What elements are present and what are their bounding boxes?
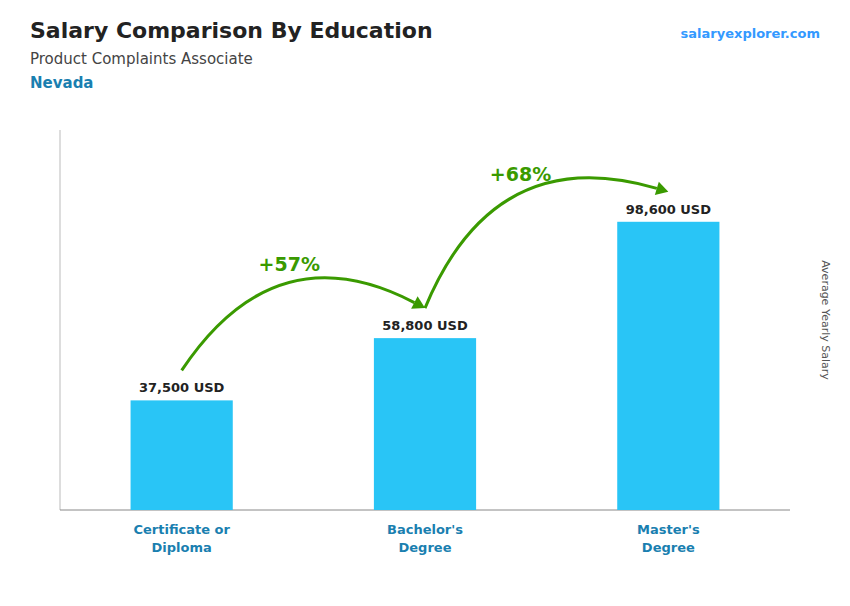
x-tick-label-line: Degree	[399, 540, 452, 555]
location: Nevada	[30, 74, 94, 92]
chart: Salary Comparison By Education Product Co…	[0, 0, 850, 606]
subtitle: Product Complaints Associate	[30, 50, 253, 68]
y-axis-label: Average Yearly Salary	[819, 260, 832, 380]
y-axis-line	[60, 130, 61, 510]
bar	[131, 400, 233, 510]
data-label: 58,800 USD	[382, 318, 468, 333]
change-arrow	[425, 178, 657, 308]
data-label: 98,600 USD	[626, 202, 712, 217]
annotation: +57%	[259, 253, 320, 275]
x-tick-label-line: Degree	[642, 540, 695, 555]
annotation: +68%	[490, 163, 551, 185]
arrow-head	[411, 296, 425, 308]
x-tick-label-line: Diploma	[152, 540, 212, 555]
bar	[374, 338, 476, 510]
bar	[617, 222, 719, 510]
change-arrow	[182, 278, 415, 371]
title: Salary Comparison By Education	[30, 18, 433, 43]
bars	[131, 222, 720, 510]
data-label: 37,500 USD	[139, 380, 225, 395]
arrow-head	[655, 182, 668, 195]
x-tick-label-line: Certificate or	[133, 522, 230, 537]
x-tick-label-line: Bachelor's	[387, 522, 463, 537]
x-tick-label: Certificate or Diploma	[133, 522, 230, 555]
x-tick-label: Master's Degree	[637, 522, 700, 555]
x-tick-label: Bachelor's Degree	[387, 522, 463, 555]
watermark: salaryexplorer.com	[681, 26, 820, 41]
x-tick-label-line: Master's	[637, 522, 700, 537]
